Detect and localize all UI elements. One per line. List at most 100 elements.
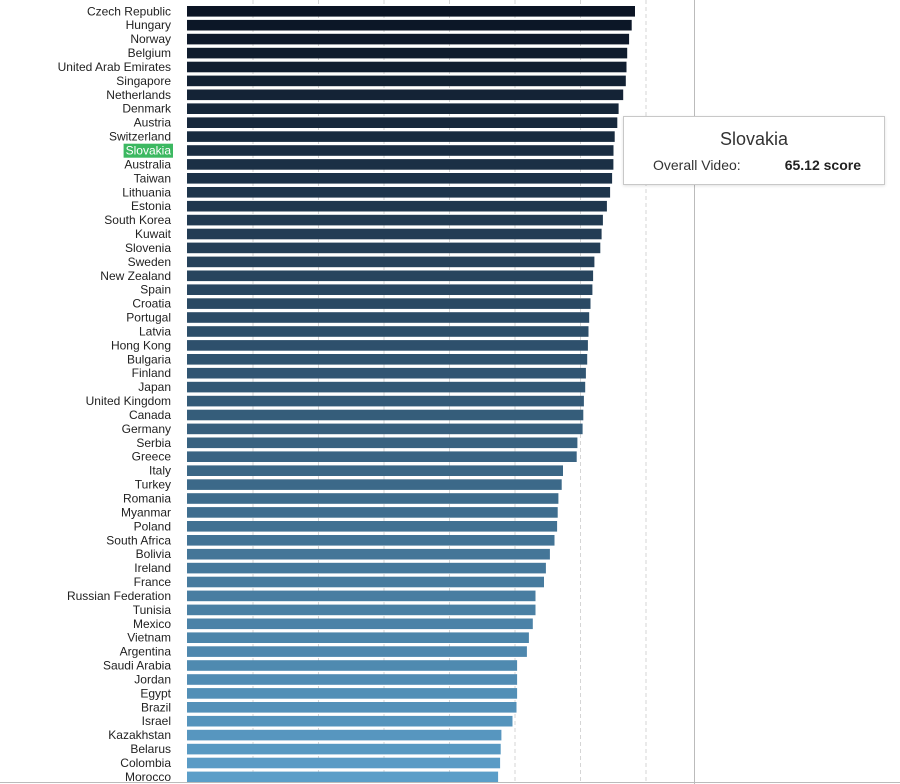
bar[interactable] xyxy=(187,312,590,323)
category-label: Poland xyxy=(134,519,171,533)
bar[interactable] xyxy=(187,131,615,142)
bar[interactable] xyxy=(187,674,518,685)
bar[interactable] xyxy=(187,340,588,351)
category-label: Australia xyxy=(124,157,171,171)
bar[interactable] xyxy=(187,507,558,518)
bar[interactable] xyxy=(187,367,586,379)
bar[interactable] xyxy=(187,187,611,198)
bar[interactable] xyxy=(187,256,595,268)
category-label: Finland xyxy=(132,366,171,380)
tooltip-metric-value: 65.12 score xyxy=(784,157,861,173)
category-label: Jordan xyxy=(134,673,171,687)
bar[interactable] xyxy=(187,326,589,337)
bar[interactable] xyxy=(187,465,563,476)
bar[interactable] xyxy=(187,284,593,295)
category-label: Belarus xyxy=(130,742,171,756)
bar[interactable] xyxy=(187,242,601,254)
bar[interactable] xyxy=(187,562,546,574)
bar[interactable] xyxy=(187,173,613,184)
category-label: Italy xyxy=(149,464,171,478)
category-label: Germany xyxy=(122,422,171,436)
bar[interactable] xyxy=(187,702,517,713)
bar[interactable] xyxy=(187,298,591,309)
bar[interactable] xyxy=(187,521,558,532)
bar[interactable] xyxy=(187,646,527,657)
category-label: Kuwait xyxy=(135,227,172,241)
bar[interactable] xyxy=(187,381,586,393)
bar[interactable] xyxy=(187,632,529,643)
bar[interactable] xyxy=(187,47,628,59)
bar[interactable] xyxy=(187,493,559,504)
bar[interactable] xyxy=(187,270,594,282)
bar[interactable] xyxy=(187,548,550,560)
bar[interactable] xyxy=(187,437,578,449)
category-label: Kazakhstan xyxy=(108,728,171,742)
category-label: Czech Republic xyxy=(87,4,171,18)
bar[interactable] xyxy=(187,61,627,73)
category-label: Sweden xyxy=(128,255,171,269)
category-label: Argentina xyxy=(120,645,172,659)
category-label: Estonia xyxy=(131,199,171,213)
bar[interactable] xyxy=(187,409,584,421)
category-label: Portugal xyxy=(126,311,171,325)
category-label: United Arab Emirates xyxy=(58,60,171,74)
category-label: Singapore xyxy=(116,74,171,88)
category-label: Morocco xyxy=(125,770,171,784)
bar[interactable] xyxy=(187,75,626,87)
category-label: Belgium xyxy=(128,46,171,60)
highlight-label-background xyxy=(123,143,173,158)
bar[interactable] xyxy=(187,6,635,17)
bar[interactable] xyxy=(187,479,562,490)
bar[interactable] xyxy=(187,688,518,699)
bar[interactable] xyxy=(187,660,518,671)
category-label: Vietnam xyxy=(127,631,171,645)
tooltip: Slovakia Overall Video: 65.12 score xyxy=(623,116,885,185)
bar[interactable] xyxy=(187,451,577,462)
bar[interactable] xyxy=(187,743,501,755)
bar[interactable] xyxy=(187,771,499,783)
category-label: Japan xyxy=(138,380,171,394)
bar[interactable] xyxy=(187,590,536,602)
category-label: Myanmar xyxy=(121,505,171,519)
category-labels: Czech RepublicHungaryNorwayBelgiumUnited… xyxy=(58,4,173,784)
bar[interactable] xyxy=(187,159,614,170)
category-label: New Zealand xyxy=(100,269,171,283)
bar[interactable] xyxy=(187,214,603,226)
category-label: Norway xyxy=(130,32,171,46)
category-label: Ireland xyxy=(134,561,171,575)
bar[interactable] xyxy=(187,145,614,156)
bars xyxy=(187,6,635,783)
category-label: Slovenia xyxy=(125,241,171,255)
bar[interactable] xyxy=(187,19,632,31)
category-label: Latvia xyxy=(139,325,171,339)
bar[interactable] xyxy=(187,103,619,114)
bar[interactable] xyxy=(187,33,630,45)
bar[interactable] xyxy=(187,618,533,630)
bar[interactable] xyxy=(187,729,502,741)
bar[interactable] xyxy=(187,535,555,546)
bar[interactable] xyxy=(187,354,588,365)
category-label: Colombia xyxy=(120,756,171,770)
bar[interactable] xyxy=(187,423,583,435)
bar[interactable] xyxy=(187,576,544,588)
category-label: Tunisia xyxy=(133,603,172,617)
bar[interactable] xyxy=(187,757,501,769)
bar[interactable] xyxy=(187,228,602,240)
category-label: Croatia xyxy=(132,297,171,311)
bar[interactable] xyxy=(187,715,513,727)
category-label: Serbia xyxy=(136,436,171,450)
category-label: Mexico xyxy=(133,617,171,631)
category-label: Saudi Arabia xyxy=(103,659,171,673)
category-label: Taiwan xyxy=(134,171,171,185)
bar[interactable] xyxy=(187,604,536,616)
bar[interactable] xyxy=(187,200,607,212)
category-label: Turkey xyxy=(135,478,171,492)
bar[interactable] xyxy=(187,395,584,407)
category-label: Brazil xyxy=(141,700,171,714)
category-label: Spain xyxy=(140,283,171,297)
bar[interactable] xyxy=(187,89,624,101)
category-label: Israel xyxy=(142,714,171,728)
bar[interactable] xyxy=(187,117,618,128)
category-label: Egypt xyxy=(140,686,171,700)
